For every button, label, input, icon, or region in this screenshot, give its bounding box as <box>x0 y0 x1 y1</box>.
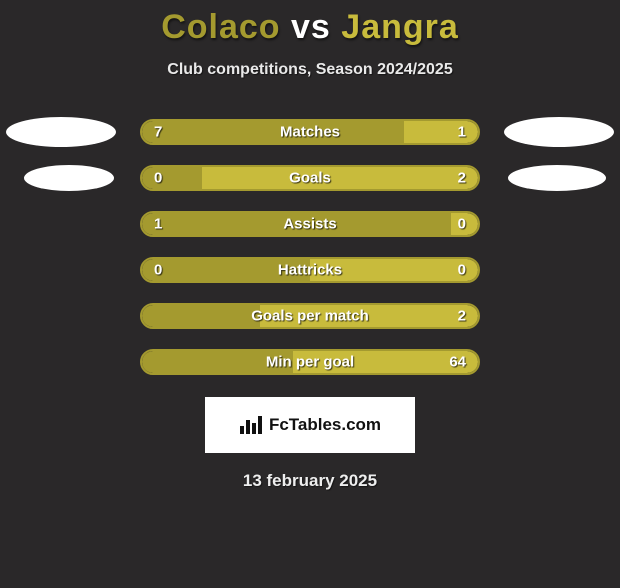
stat-row: 2 Goals per match <box>0 303 620 329</box>
team-logo-right <box>508 165 606 191</box>
stat-value-right: 1 <box>458 124 466 141</box>
stats-container: 7 1 Matches 0 2 Goals 1 0 Assists 0 0 Hattricks 2 Goa… <box>0 119 620 375</box>
stat-bar: 2 Goals per match <box>140 303 480 329</box>
stat-value-left: 0 <box>154 170 162 187</box>
stat-label: Goals <box>289 170 331 187</box>
team-logo-right <box>504 117 614 147</box>
stat-bar: 64 Min per goal <box>140 349 480 375</box>
stat-bar: 0 2 Goals <box>140 165 480 191</box>
stat-bar: 7 1 Matches <box>140 119 480 145</box>
stat-row: 0 0 Hattricks <box>0 257 620 283</box>
stat-value-left: 7 <box>154 124 162 141</box>
stat-value-right: 0 <box>458 262 466 279</box>
stat-value-right: 0 <box>458 216 466 233</box>
title-left: Colaco <box>161 8 280 46</box>
stat-bar-left <box>142 121 404 143</box>
team-logo-left <box>24 165 114 191</box>
stat-value-right: 2 <box>458 308 466 325</box>
stat-value-right: 64 <box>449 354 466 371</box>
stat-value-left: 1 <box>154 216 162 233</box>
stat-bar-right <box>404 121 478 143</box>
title-vs: vs <box>291 8 331 46</box>
stat-value-left: 0 <box>154 262 162 279</box>
logo-text: FcTables.com <box>269 415 381 435</box>
title-right: Jangra <box>341 8 459 46</box>
bar-chart-icon <box>239 414 263 436</box>
stat-row: 7 1 Matches <box>0 119 620 145</box>
stat-label: Min per goal <box>266 354 354 371</box>
stat-bar: 0 0 Hattricks <box>140 257 480 283</box>
stat-label: Goals per match <box>251 308 369 325</box>
stat-label: Matches <box>280 124 340 141</box>
logo-box: FcTables.com <box>205 397 415 453</box>
stat-value-right: 2 <box>458 170 466 187</box>
stat-bar: 1 0 Assists <box>140 211 480 237</box>
stat-row: 1 0 Assists <box>0 211 620 237</box>
date-text: 13 february 2025 <box>0 471 620 491</box>
stat-bar-left <box>142 305 260 327</box>
stat-row: 64 Min per goal <box>0 349 620 375</box>
stat-bar-left <box>142 167 202 189</box>
stat-bar-right <box>202 167 478 189</box>
team-logo-left <box>6 117 116 147</box>
stat-label: Assists <box>283 216 336 233</box>
page-title: Colaco vs Jangra <box>0 8 620 47</box>
subtitle: Club competitions, Season 2024/2025 <box>0 61 620 79</box>
stat-row: 0 2 Goals <box>0 165 620 191</box>
stat-label: Hattricks <box>278 262 342 279</box>
